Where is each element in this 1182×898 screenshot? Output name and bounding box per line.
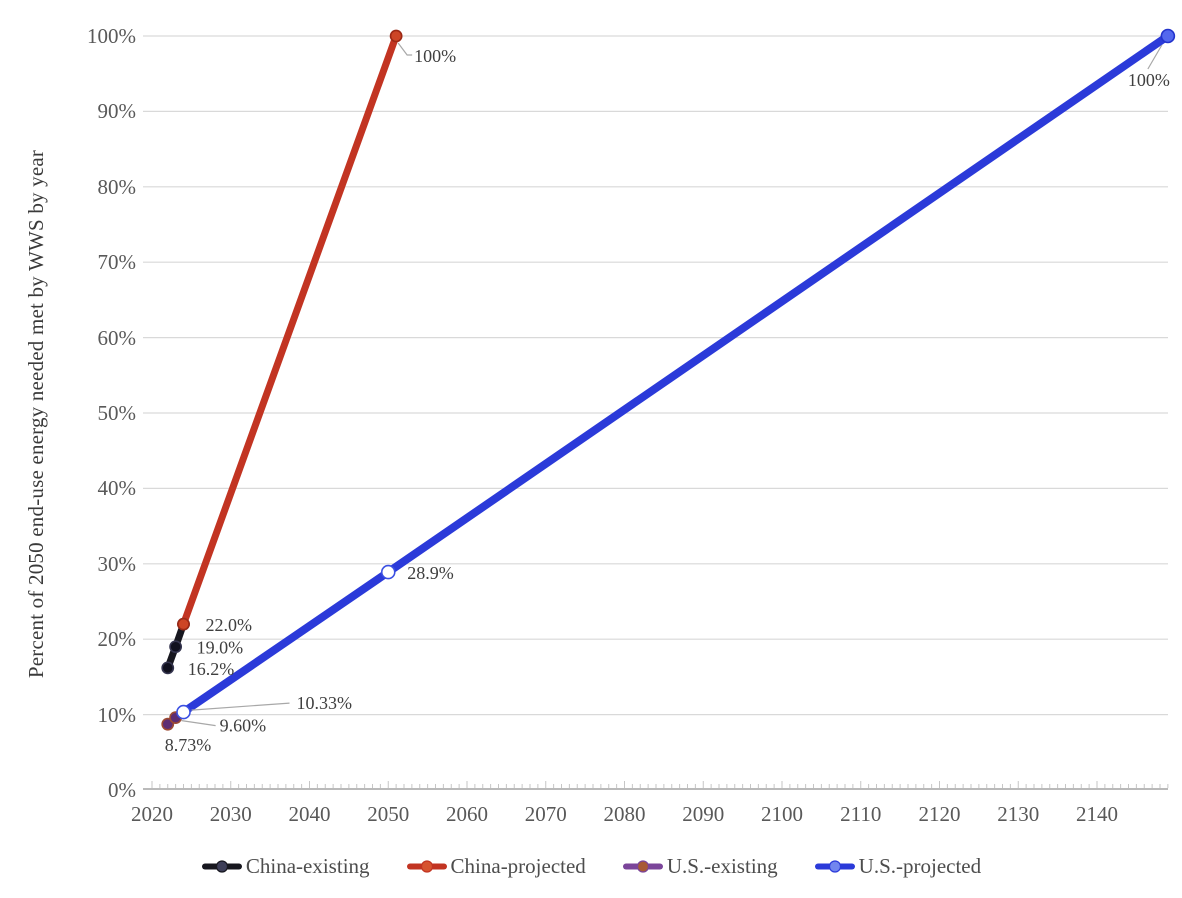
legend: China-existing China-projected U.S.-existi… [0,845,1182,887]
data-label: 100% [414,46,456,66]
x-axis-tick-label: 2080 [603,802,646,826]
label-leader-line [191,702,290,711]
x-axis-tick-label: 2100 [761,802,803,826]
x-axis-tick-label: 2070 [524,802,567,826]
data-label: 10.33% [297,693,353,713]
y-axis-tick-label: 80% [97,174,137,199]
legend-item-china-existing: China-existing [201,854,370,879]
y-axis-tick-label: 0% [108,778,136,802]
data-point-marker [176,704,191,720]
label-leader-line [397,42,413,56]
series-line-china-projected [180,32,400,628]
x-axis-tick-label: 2110 [840,802,882,826]
legend-label: U.S.-existing [666,853,778,878]
y-axis-tick-label: 10% [97,702,137,727]
y-axis-tick-label: 40% [97,476,137,501]
y-axis-tick-label: 50% [97,401,137,425]
data-label: 22.0% [206,615,253,635]
data-label: 19.0% [197,638,244,658]
y-axis-tick-label: 90% [97,99,137,124]
x-axis-tick-label: 2040 [288,802,331,826]
label-leader-line [1147,44,1163,70]
legend-label: China-existing [245,853,370,878]
legend-item-us-projected: U.S.-projected [814,854,981,879]
y-axis-tick-label: 70% [97,250,137,275]
data-label: 16.2% [188,659,235,679]
x-axis-tick-label: 2120 [918,802,961,826]
legend-marker-icon [814,859,855,873]
x-axis-tick-label: 2020 [131,802,173,826]
legend-label: U.S.-projected [858,853,982,878]
x-axis-tick-label: 2050 [367,802,410,826]
data-label: 8.73% [165,735,212,755]
x-axis-tick-label: 2140 [1076,802,1118,826]
legend-marker-icon [201,859,242,873]
x-axis-tick-label: 2090 [682,802,725,826]
series-line-us-projected [179,32,1172,717]
legend-item-china-projected: China-projected [406,854,586,879]
data-label: 9.60% [220,716,267,736]
x-axis-tick-label: 2060 [446,802,488,826]
x-axis-tick-label: 2030 [209,802,252,826]
data-point-marker [169,640,183,654]
x-axis-tick-label: 2130 [997,802,1040,826]
y-axis-tick-label: 30% [97,551,137,576]
y-axis-tick-label: 20% [97,627,137,652]
legend-item-us-existing: U.S.-existing [622,854,778,879]
y-axis-tick-label: 100% [87,24,136,48]
legend-marker-icon [406,859,447,873]
data-point-marker [161,661,175,675]
data-point-marker [177,617,190,631]
data-label: 100% [1128,70,1170,90]
label-leader-line [181,720,216,727]
data-point-marker [1160,28,1176,44]
legend-label: China-projected [450,853,586,878]
legend-marker-icon [622,859,663,873]
data-point-marker [389,29,403,43]
data-point-marker [380,564,396,580]
y-axis-tick-label: 60% [97,325,137,350]
data-label: 28.9% [407,563,454,583]
